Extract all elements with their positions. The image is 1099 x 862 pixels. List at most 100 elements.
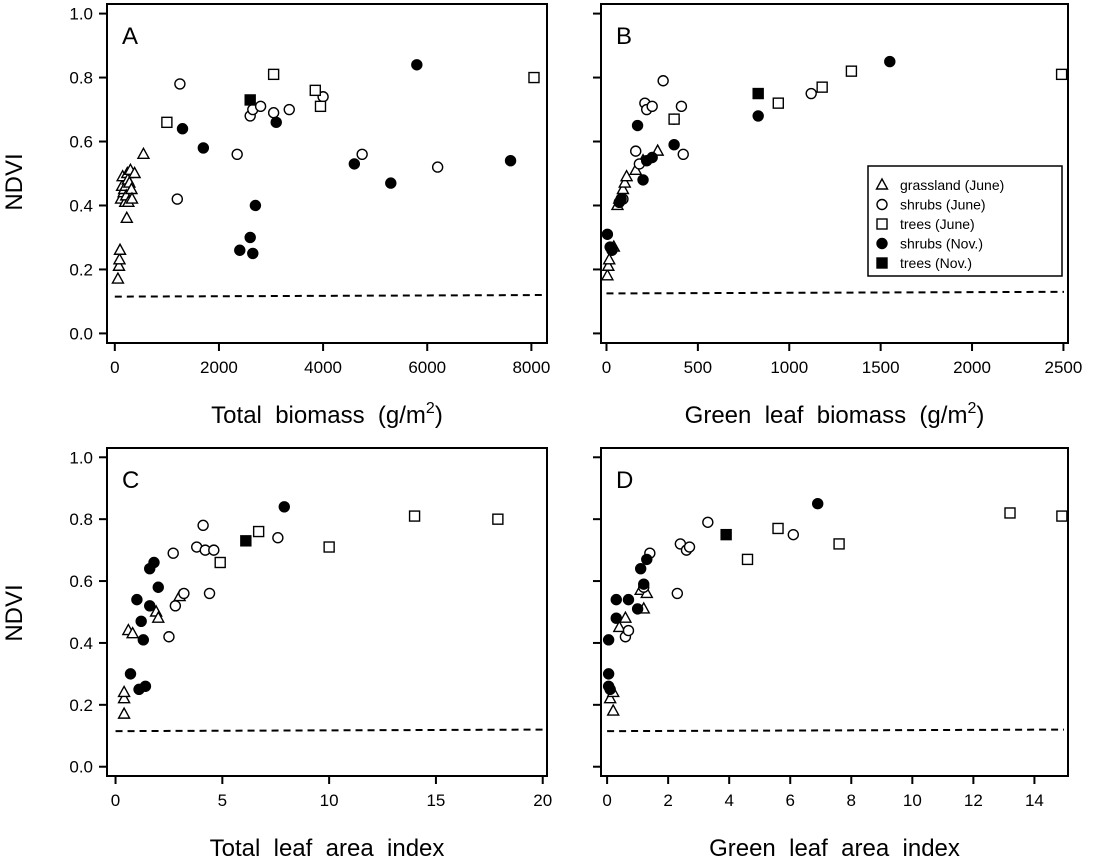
x-tick-label: 2000 [953, 358, 991, 377]
data-point [245, 232, 255, 242]
data-point [602, 229, 612, 239]
x-tick-label: 500 [684, 358, 712, 377]
y-axis-label-bottom: NDVI [1, 584, 28, 641]
y-tick-label: 0.0 [69, 758, 93, 777]
data-point [817, 82, 827, 92]
data-point [813, 499, 823, 509]
x-tick-label: 10 [320, 791, 339, 810]
data-point [753, 89, 763, 99]
data-point [235, 245, 245, 255]
series-grassland_june [602, 145, 663, 280]
data-point [175, 79, 185, 89]
data-point [647, 101, 657, 111]
series-trees_june [669, 66, 1066, 124]
baseline-dashed-line [116, 730, 543, 732]
plot-frame [107, 448, 547, 776]
legend-marker [877, 239, 887, 249]
baseline-dashed-line [115, 295, 543, 297]
data-point [232, 149, 242, 159]
panel-c: 0.00.20.40.60.81.00 5 10 15 20CTotal leaf ar… [69, 448, 552, 862]
data-point [806, 89, 816, 99]
x-tick-label: 5 [218, 791, 227, 810]
x-tick-label: 8 [847, 791, 856, 810]
data-point [676, 101, 686, 111]
data-point [138, 635, 148, 645]
series-shrubs_june [172, 79, 442, 204]
data-point [703, 517, 713, 527]
legend-label: shrubs (June) [900, 197, 986, 213]
data-point [250, 200, 260, 210]
plot-frame [107, 4, 547, 343]
x-axis-label: Green leaf area index [709, 835, 960, 862]
data-point [179, 588, 189, 598]
panels: 0.00.20.40.60.81.00 2000 4000 6000 8000ATota… [69, 4, 1082, 862]
data-point [125, 669, 135, 679]
y-tick-label: 0.0 [69, 324, 93, 343]
data-point [149, 557, 159, 567]
legend-label: shrubs (Nov.) [900, 236, 983, 252]
data-point [493, 514, 503, 524]
data-point [846, 66, 856, 76]
legend: grassland (June)shrubs (June)trees (June… [868, 166, 1062, 276]
series-shrubs_nov [604, 499, 823, 695]
data-point [788, 530, 798, 540]
data-point [410, 511, 420, 521]
x-tick-label: 6000 [408, 358, 446, 377]
data-point [621, 171, 632, 181]
x-tick-label: 2000 [200, 358, 238, 377]
data-point [136, 616, 146, 626]
x-axis-label: Green leaf biomass (g/m2) [685, 400, 985, 429]
legend-marker [877, 200, 887, 210]
data-point [611, 595, 621, 605]
data-point [170, 601, 180, 611]
data-point [209, 545, 219, 555]
legend-label: trees (June) [900, 216, 975, 232]
data-point [121, 212, 132, 222]
x-tick-label: 4 [724, 791, 733, 810]
y-axis-label-top: NDVI [1, 153, 28, 210]
data-point [605, 684, 615, 694]
series-shrubs_june [164, 520, 283, 641]
data-point [773, 98, 783, 108]
data-point [168, 548, 178, 558]
y-tick-label: 0.4 [69, 196, 93, 215]
series-trees_nov [241, 536, 251, 546]
data-point [256, 101, 266, 111]
data-point [162, 117, 172, 127]
data-point [633, 604, 643, 614]
baseline-dashed-line [606, 292, 1064, 294]
series-grassland_june [112, 148, 149, 283]
data-point [198, 143, 208, 153]
data-point [386, 178, 396, 188]
data-point [753, 111, 763, 121]
data-point [254, 527, 264, 537]
data-point [271, 117, 281, 127]
x-tick-label: 0 [110, 358, 119, 377]
y-tick-label: 0.2 [69, 696, 93, 715]
x-tick-label: 0 [602, 791, 611, 810]
plot-frame [601, 448, 1068, 776]
data-point [678, 149, 688, 159]
x-tick-label: 0 [602, 358, 611, 377]
panel-label: C [122, 467, 139, 494]
panel-label: A [122, 23, 138, 50]
y-tick-label: 0.6 [69, 572, 93, 591]
data-point [145, 601, 155, 611]
data-point [743, 554, 753, 564]
x-tick-label: 20 [533, 791, 552, 810]
data-point [773, 523, 783, 533]
series-trees_june [162, 69, 539, 127]
data-point [607, 245, 617, 255]
data-point [669, 114, 679, 124]
y-tick-label: 0.6 [69, 133, 93, 152]
x-axis-label: Total leaf area index [210, 835, 445, 862]
panel-label: D [616, 467, 633, 494]
data-point [269, 108, 279, 118]
data-point [324, 542, 334, 552]
y-tick-label: 0.8 [69, 69, 93, 88]
data-point [1057, 511, 1067, 521]
x-tick-label: 2500 [1045, 358, 1083, 377]
data-point [669, 140, 679, 150]
data-point [602, 270, 613, 280]
